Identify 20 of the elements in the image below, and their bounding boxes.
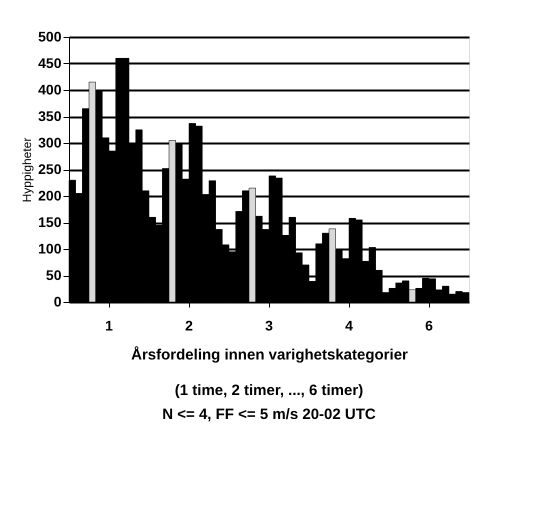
y-tick-label: 300	[38, 134, 62, 150]
x-tick-label: 6	[425, 318, 434, 334]
y-tick-label: 250	[38, 161, 62, 177]
x-tick-label: 4	[345, 318, 354, 334]
y-tick-label: 400	[38, 82, 62, 98]
y-tick-label: 350	[38, 108, 62, 124]
x-axis-title: Årsfordeling innen varighetskategorier	[131, 346, 408, 364]
y-tick-label: 150	[38, 214, 62, 230]
y-tick-label: 50	[46, 267, 62, 283]
y-tick-label: 200	[38, 188, 62, 204]
x-tick-label: 1	[105, 318, 114, 334]
y-tick-label: 100	[38, 240, 62, 256]
y-tick-label: 450	[38, 55, 62, 71]
x-tick-label: 3	[265, 318, 274, 334]
text: (1 time, 2 timer, ..., 6 timer)	[174, 382, 364, 399]
text: N <= 4, FF <= 5 m/s 20-02 UTC	[162, 406, 376, 423]
y-tick-label: 500	[38, 28, 62, 44]
x-tick-label: 2	[185, 318, 194, 334]
y-tick-label: 0	[54, 294, 62, 310]
y-axis-title: Hyppigheter	[20, 138, 34, 202]
